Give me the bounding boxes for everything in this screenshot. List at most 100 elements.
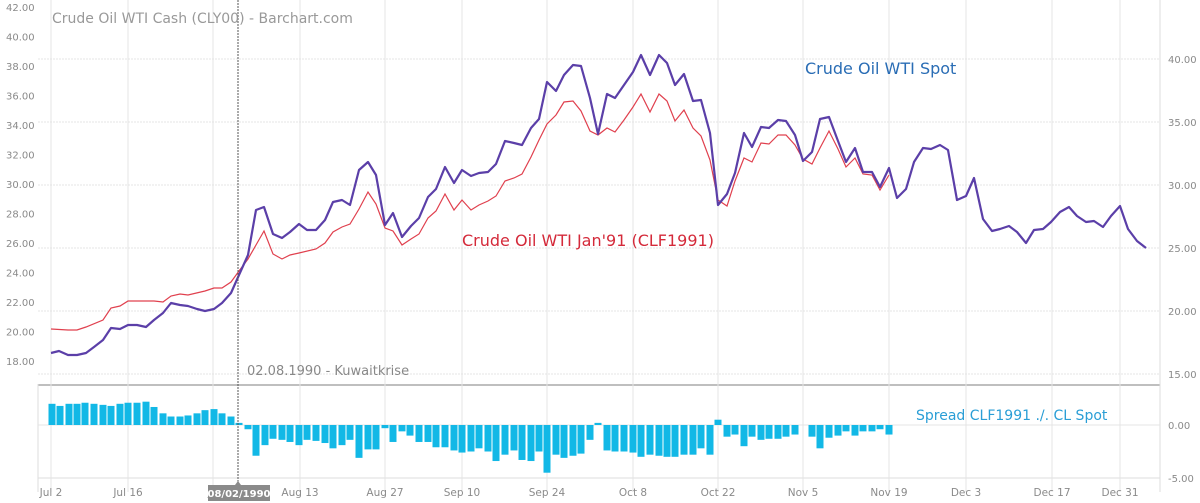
- spread-bar: [885, 425, 893, 435]
- spread-bar: [124, 402, 132, 425]
- spread-bar: [278, 425, 286, 440]
- right-axis-tick: 35.00: [1168, 118, 1197, 129]
- spread-bar: [834, 425, 842, 436]
- x-axis-tick: Nov 5: [788, 487, 819, 499]
- left-axis: 42.00 40.00 38.00 36.00 34.00 32.00 30.00 28.00…: [6, 3, 35, 368]
- spread-bar: [329, 425, 337, 449]
- spread-bar: [244, 425, 252, 430]
- futures-line: [50, 92, 890, 331]
- spread-bar: [851, 425, 859, 436]
- spread-bar: [303, 425, 311, 440]
- spread-bar: [56, 405, 64, 425]
- spread-bar: [159, 413, 167, 425]
- spread-bar: [415, 425, 423, 442]
- spread-bar: [167, 416, 175, 425]
- crosshair-date-badge: 08/02/1990: [208, 481, 271, 501]
- spread-bar: [842, 425, 850, 432]
- left-axis-tick: 32.00: [6, 151, 35, 162]
- spread-bar: [184, 415, 192, 425]
- spread-bar: [825, 425, 833, 438]
- crosshair-date: 08/02/1990: [208, 489, 271, 500]
- spread-bar: [441, 425, 449, 448]
- right-axis-tick: 20.00: [1168, 307, 1197, 318]
- right-axis-tick: 30.00: [1168, 181, 1197, 192]
- x-axis-tick: Sep 10: [444, 487, 481, 499]
- spread-bar: [714, 419, 722, 425]
- spread-bar: [535, 425, 543, 452]
- spread-bar: [261, 425, 269, 446]
- left-axis-tick: 28.00: [6, 210, 35, 221]
- spread-bar: [81, 402, 89, 425]
- spread-bar: [90, 403, 98, 425]
- spread-bar: [577, 425, 585, 454]
- spread-bar: [552, 425, 560, 455]
- x-axis-tick: Sep 24: [529, 487, 566, 499]
- left-axis-tick: 38.00: [6, 62, 35, 73]
- spread-bar: [116, 403, 124, 425]
- spread-bar: [355, 425, 363, 458]
- spread-bar: [381, 425, 389, 429]
- right-axis: 40.00 35.00 30.00 25.00 20.00 15.00 0.00 -5.00: [1168, 55, 1197, 485]
- spread-bar: [765, 425, 773, 439]
- spread-bar: [859, 425, 867, 432]
- spread-bar: [868, 425, 876, 432]
- spread-axis-tick: -5.00: [1168, 474, 1194, 485]
- spread-bar: [372, 425, 380, 450]
- spread-bar: [450, 425, 458, 451]
- x-axis-tick: Oct 8: [619, 487, 647, 499]
- spread-bar: [757, 425, 765, 440]
- spread-bar: [346, 425, 354, 440]
- spread-bar: [663, 425, 671, 457]
- spread-bar: [611, 425, 619, 452]
- spread-bar: [475, 425, 483, 449]
- left-axis-tick: 36.00: [6, 92, 35, 103]
- spread-bar: [774, 425, 782, 439]
- x-axis-tick: Dec 31: [1101, 487, 1138, 499]
- spread-bar: [748, 425, 756, 437]
- x-axis-tick: Oct 22: [701, 487, 736, 499]
- left-axis-tick: 40.00: [6, 33, 35, 44]
- left-axis-tick: 24.00: [6, 269, 35, 280]
- spread-bar: [706, 425, 714, 455]
- spread-bar: [655, 425, 663, 456]
- x-axis-tick: Nov 19: [870, 487, 907, 499]
- x-axis-tick: Dec 17: [1033, 487, 1070, 499]
- spread-bar: [227, 416, 235, 425]
- spread-bar: [569, 425, 577, 456]
- spread-bar: [107, 405, 115, 425]
- spread-bar: [218, 413, 226, 425]
- spread-bar: [782, 425, 790, 437]
- left-axis-tick: 42.00: [6, 3, 35, 14]
- x-axis-tick: Dec 3: [951, 487, 981, 499]
- spread-bar: [791, 425, 799, 435]
- spot-label: Crude Oil WTI Spot: [805, 59, 956, 78]
- spread-bar: [210, 409, 218, 425]
- spread-bar: [432, 425, 440, 448]
- x-axis-tick: Aug 27: [366, 487, 403, 499]
- spread-bar: [48, 403, 56, 425]
- spread-bar: [723, 425, 731, 437]
- spread-bar: [458, 425, 466, 453]
- spread-bar: [424, 425, 432, 442]
- x-axis-tick: Jul 16: [112, 487, 143, 499]
- spread-bar: [629, 425, 637, 453]
- spread-bar: [518, 425, 526, 460]
- spread-bar: [501, 425, 509, 455]
- spread-bar: [65, 403, 73, 425]
- spread-bar: [620, 425, 628, 452]
- left-axis-tick: 18.00: [6, 357, 35, 368]
- spread-bar: [398, 425, 406, 432]
- chart-title: Crude Oil WTI Cash (CLY00) - Barchart.co…: [52, 11, 353, 27]
- spread-bar: [252, 425, 260, 456]
- spread-bar: [603, 425, 611, 451]
- spread-bar: [193, 413, 201, 425]
- spread-bar: [321, 425, 329, 444]
- spread-bar: [364, 425, 372, 450]
- left-axis-tick: 26.00: [6, 239, 35, 250]
- left-axis-tick: 22.00: [6, 298, 35, 309]
- left-axis-tick: 20.00: [6, 328, 35, 339]
- left-axis-tick: 30.00: [6, 180, 35, 191]
- spread-bar: [467, 425, 475, 452]
- spread-bar: [731, 425, 739, 435]
